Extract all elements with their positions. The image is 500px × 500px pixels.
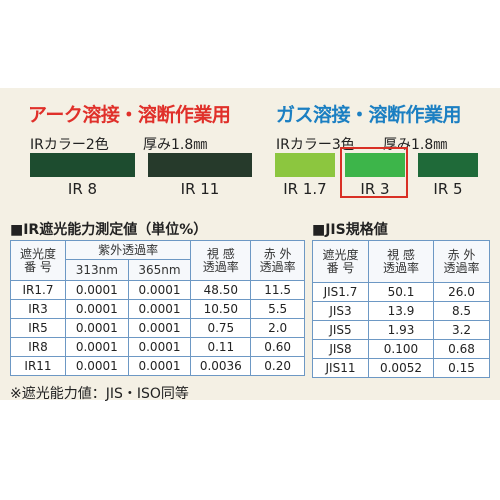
table-cell: 0.15 <box>433 358 490 378</box>
header-cell: 赤 外透過率 <box>250 240 305 281</box>
right-title: ガス溶接・溶断作業用 <box>276 104 462 126</box>
table-cell: 11.5 <box>250 280 305 300</box>
table-cell: IR8 <box>10 337 66 357</box>
table-cell: JIS1.7 <box>312 282 369 302</box>
header-cell: 紫外透過率 <box>64 240 192 260</box>
header-row: 遮光度番 号紫外透過率視 感透過率赤 外透過率 <box>10 240 305 281</box>
left-thickness: 厚み1.8㎜ <box>143 137 208 153</box>
table-cell: JIS11 <box>312 358 369 378</box>
table-cell: 50.1 <box>367 282 435 302</box>
header-text: 番 号 <box>326 260 355 275</box>
table-cell: 0.0001 <box>65 356 129 376</box>
table-row: IR1.7 0.0001 0.0001 48.50 11.5 <box>10 280 305 300</box>
table-cell: 10.50 <box>190 299 252 319</box>
swatch-label: IR 3 <box>360 180 390 198</box>
header-text: 透過率 <box>443 260 480 275</box>
swatch-label: IR 8 <box>67 180 98 198</box>
table-cell: 26.0 <box>433 282 490 302</box>
header-text: 遮光度 <box>322 247 359 262</box>
header-cell: 赤 外透過率 <box>433 240 490 283</box>
header-cell: 遮光度番 号 <box>312 240 369 283</box>
table-cell: 0.0001 <box>127 337 192 357</box>
table-cell: 0.100 <box>367 339 435 359</box>
table-cell: IR3 <box>10 299 66 319</box>
table-cell: 0.0001 <box>127 318 192 338</box>
table-cell: 0.0001 <box>65 337 129 357</box>
right-color-count: IRカラー3色 <box>276 137 355 153</box>
table-row: IR8 0.0001 0.0001 0.11 0.60 <box>10 337 305 357</box>
table-cell: JIS3 <box>312 301 369 321</box>
header-row: 遮光度番 号視 感透過率赤 外透過率 <box>312 240 490 283</box>
table1: 遮光度番 号紫外透過率視 感透過率赤 外透過率 313nm 365nm IR1.7 0.… <box>10 240 305 376</box>
swatch-label: IR 11 <box>180 180 220 198</box>
table-cell: 0.0001 <box>65 299 129 319</box>
table2: 遮光度番 号視 感透過率赤 外透過率 JIS1.7 50.1 26.0 JIS3 13.9… <box>312 240 490 378</box>
header-text: 赤 外 <box>447 247 476 262</box>
table-cell: 3.2 <box>433 320 490 340</box>
header-text: 視 感 <box>206 246 235 261</box>
table-cell: 0.20 <box>250 356 305 376</box>
highlight-box <box>340 147 408 198</box>
table-cell: 0.0036 <box>190 356 252 376</box>
table-row: JIS3 13.9 8.5 <box>312 301 490 321</box>
table-cell: 0.68 <box>433 339 490 359</box>
header-text: 透過率 <box>259 259 296 274</box>
table-cell: 5.5 <box>250 299 305 319</box>
header-text: 遮光度 <box>19 246 56 261</box>
header-row: 313nm 365nm <box>11 259 305 281</box>
header-cell: 視 感透過率 <box>190 240 252 281</box>
color-swatch <box>275 153 335 177</box>
left-color-count: IRカラー2色 <box>30 137 109 153</box>
color-swatch <box>148 153 252 177</box>
table-cell: IR1.7 <box>10 280 66 300</box>
table-cell: 0.11 <box>190 337 252 357</box>
left-title: アーク溶接・溶断作業用 <box>28 104 231 126</box>
right-thickness: 厚み1.8㎜ <box>383 137 448 153</box>
swatch-label: IR 5 <box>433 180 463 198</box>
table-row: JIS8 0.100 0.68 <box>312 339 490 359</box>
table-cell: 8.5 <box>433 301 490 321</box>
header-text: 番 号 <box>24 259 52 274</box>
table-row: IR5 0.0001 0.0001 0.75 2.0 <box>10 318 305 338</box>
footnote: ※遮光能力値：JIS・ISO同等 <box>10 386 189 402</box>
table-cell: 0.0001 <box>65 280 129 300</box>
table-cell: 0.60 <box>250 337 305 357</box>
table-cell: JIS5 <box>312 320 369 340</box>
header-cell: 遮光度番 号 <box>10 240 66 281</box>
color-swatch <box>345 153 405 177</box>
table-row: JIS5 1.93 3.2 <box>312 320 490 340</box>
table-cell: 0.0001 <box>127 299 192 319</box>
header-cell: 視 感透過率 <box>367 240 435 283</box>
table-cell: 0.75 <box>190 318 252 338</box>
header-text: 赤 外 <box>263 246 292 261</box>
table-row: JIS11 0.0052 0.15 <box>312 358 490 378</box>
header-cell: 365nm <box>127 259 192 281</box>
color-swatch <box>418 153 478 177</box>
table-cell: 48.50 <box>190 280 252 300</box>
swatch-label: IR 1.7 <box>283 180 327 198</box>
table-cell: 0.0001 <box>65 318 129 338</box>
table-cell: 0.0001 <box>127 280 192 300</box>
header-text: 視 感 <box>387 247 415 262</box>
table-cell: IR11 <box>10 356 66 376</box>
header-text: 透過率 <box>202 259 239 274</box>
table-cell: JIS8 <box>312 339 369 359</box>
table-cell: 1.93 <box>367 320 435 340</box>
table-cell: 2.0 <box>250 318 305 338</box>
header-text: 透過率 <box>382 260 419 275</box>
header-cell: 313nm <box>65 259 129 281</box>
table-row: IR3 0.0001 0.0001 10.50 5.5 <box>10 299 305 319</box>
color-swatch <box>30 153 135 177</box>
table-row: JIS1.7 50.1 26.0 <box>312 282 490 302</box>
table-cell: IR5 <box>10 318 66 338</box>
table-row: IR11 0.0001 0.0001 0.0036 0.20 <box>10 356 305 376</box>
table-cell: 13.9 <box>367 301 435 321</box>
table1-title: ■IR遮光能力測定値（単位%） <box>10 222 208 238</box>
table2-title: ■JIS規格値 <box>312 222 388 238</box>
table-cell: 0.0052 <box>367 358 435 378</box>
table-cell: 0.0001 <box>127 356 192 376</box>
